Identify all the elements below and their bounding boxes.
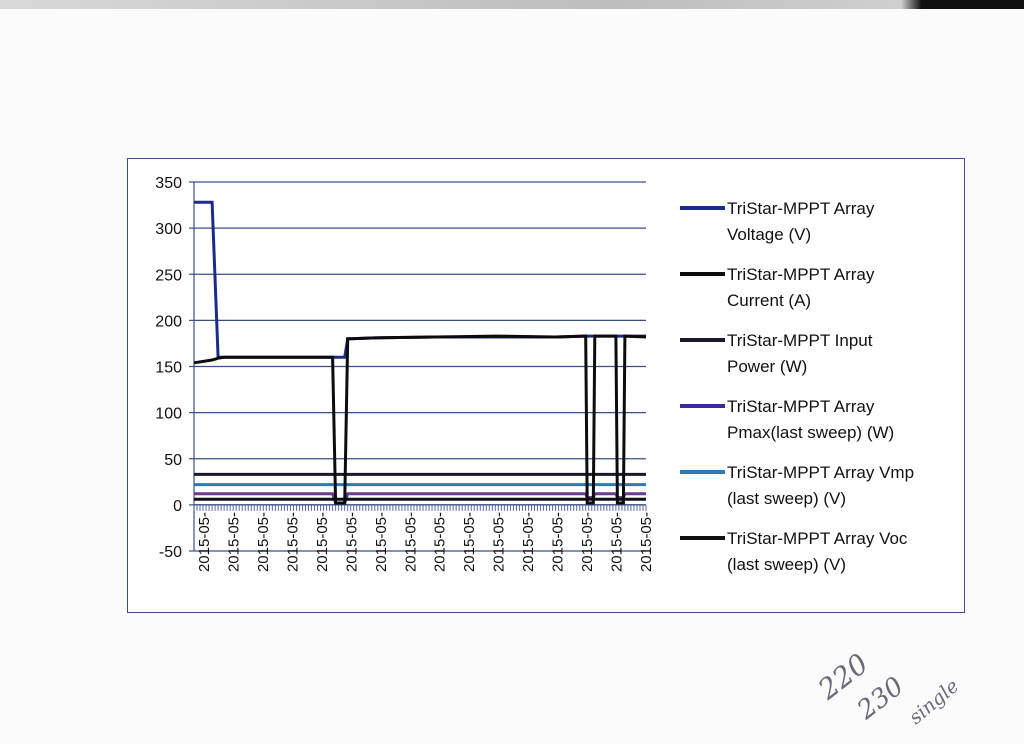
legend-label-line2-3: Pmax(last sweep) (W): [727, 423, 894, 442]
x-tick-label-7: 2015-05-: [402, 512, 419, 572]
x-tick-label-14: 2015-05-: [609, 512, 626, 572]
legend-label-line2-2: Power (W): [727, 357, 807, 376]
x-axis-ticks: 2015-05- 2015-05- 2015-05- 2015-05- 2015-05-…: [196, 512, 655, 572]
legend-label-line1-5: TriStar-MPPT Array Voc: [727, 529, 908, 548]
x-tick-label-5: 2015-05-: [343, 512, 360, 572]
legend-label-line1-1: TriStar-MPPT Array: [727, 265, 875, 284]
chart-frame: [127, 158, 965, 613]
x-tick-label-10: 2015-05-: [491, 512, 508, 572]
legend-label-line1-0: TriStar-MPPT Array: [727, 199, 875, 218]
x-tick-label-11: 2015-05-: [520, 512, 537, 572]
legend-entry-2: TriStar-MPPT Input Power (W): [680, 331, 873, 376]
y-tick-label-8: -50: [159, 544, 182, 561]
x-tick-label-9: 2015-05-: [461, 512, 478, 572]
series-line-0: [194, 200, 646, 359]
legend-label-line2-1: Current (A): [727, 291, 811, 310]
legend-entry-1: TriStar-MPPT Array Current (A): [680, 265, 875, 310]
series-line-1: [193, 334, 647, 505]
x-tick-label-13: 2015-05-: [579, 512, 596, 572]
x-tick-label-8: 2015-05-: [432, 512, 449, 572]
x-axis-tick-band: [193, 504, 647, 511]
legend-label-line2-0: Voltage (V): [727, 225, 811, 244]
x-tick-label-3: 2015-05-: [284, 512, 301, 572]
x-tick-label-15: 2015-05-: [638, 512, 655, 572]
legend-entry-0: TriStar-MPPT Array Voltage (V): [680, 199, 875, 244]
legend-entry-5: TriStar-MPPT Array Voc (last sweep) (V): [680, 529, 908, 574]
x-tick-label-6: 2015-05-: [373, 512, 390, 572]
y-tick-label-5: 100: [155, 406, 182, 423]
y-tick-label-0: 350: [155, 175, 182, 192]
x-tick-label-2: 2015-05-: [255, 512, 272, 572]
y-tick-label-6: 50: [164, 452, 182, 469]
legend-label-line1-4: TriStar-MPPT Array Vmp: [727, 463, 914, 482]
x-tick-label-12: 2015-05-: [550, 512, 567, 572]
legend-label-line2-4: (last sweep) (V): [727, 489, 846, 508]
legend-label-line2-5: (last sweep) (V): [727, 555, 846, 574]
y-tick-label-4: 150: [155, 360, 182, 377]
x-tick-label-0: 2015-05-: [196, 512, 213, 572]
x-tick-label-4: 2015-05-: [314, 512, 331, 572]
scanner-edge-strip: [0, 0, 1024, 9]
y-tick-label-7: 0: [173, 498, 182, 515]
y-tick-label-2: 250: [155, 267, 182, 284]
series-lines: [193, 200, 647, 505]
legend-label-line1-3: TriStar-MPPT Array: [727, 397, 875, 416]
y-tick-label-3: 200: [155, 313, 182, 330]
gridlines: [189, 181, 647, 552]
y-axis-ticks: 350 300 250 200 150 100 50 0 -50: [155, 175, 182, 561]
legend-entry-3: TriStar-MPPT Array Pmax(last sweep) (W): [680, 397, 894, 442]
legend-entry-4: TriStar-MPPT Array Vmp (last sweep) (V): [680, 463, 914, 508]
legend-label-line1-2: TriStar-MPPT Input: [727, 331, 873, 350]
y-tick-label-1: 300: [155, 221, 182, 238]
x-tick-label-1: 2015-05-: [226, 512, 243, 572]
